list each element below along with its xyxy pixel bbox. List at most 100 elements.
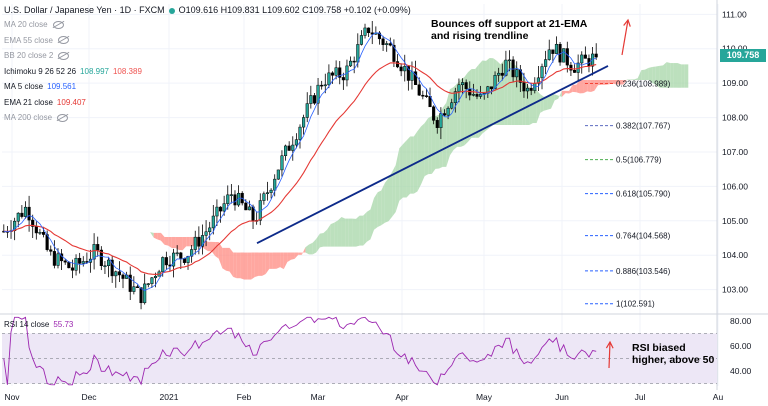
legend-ema-21-close[interactable]: EMA 21 close 109.407 (4, 98, 86, 107)
cloud-segment (240, 252, 245, 280)
candle-body (49, 249, 53, 252)
candle-body (215, 206, 219, 217)
candle-body (229, 194, 233, 196)
candle-body (302, 117, 306, 128)
cloud-segment (543, 96, 548, 111)
cloud-segment (309, 242, 313, 255)
legend-label: Ichimoku 9 26 52 26 (4, 66, 77, 76)
legend-ma-5-close[interactable]: MA 5 close 109.561 (4, 82, 76, 91)
candle-body (298, 126, 302, 140)
cloud-segment (153, 232, 158, 240)
cloud-segment (605, 80, 609, 85)
cloud-segment (493, 58, 497, 125)
legend-ichimoku-9-26-52-26[interactable]: Ichimoku 9 26 52 26 108.997 108.389 (4, 67, 142, 76)
cloud-segment (171, 236, 176, 249)
candle-body (226, 194, 230, 204)
cloud-segment (294, 252, 299, 259)
cloud-segment (619, 80, 624, 85)
time-tick-label: Jul (635, 392, 646, 402)
legend-ma-20-close[interactable]: MA 20 close (4, 20, 64, 29)
cloud-segment (316, 233, 320, 253)
candle-body (536, 77, 540, 84)
cloud-segment (312, 238, 317, 255)
candle-body (540, 66, 544, 79)
cloud-segment (323, 229, 328, 247)
cloud-segment (157, 232, 161, 241)
rsi-annotation-line2: higher, above 50 (632, 354, 715, 366)
candle-body (414, 71, 418, 85)
time-tick-label: Jun (555, 392, 569, 402)
candle-body (128, 274, 132, 292)
candle-body (370, 32, 374, 35)
candle-body (251, 206, 255, 222)
rsi-legend-label: RSI 14 close (4, 320, 50, 329)
candle-body (200, 235, 205, 247)
candle-body (41, 232, 46, 235)
legend-ema-55-close[interactable]: EMA 55 close (4, 36, 69, 45)
rsi-tick-label: 60.00 (730, 341, 752, 351)
legend-ma-200-close[interactable]: MA 200 close (4, 113, 69, 122)
candle-body (99, 249, 103, 267)
time-tick-label: Mar (311, 392, 326, 402)
eye-hidden-icon[interactable] (52, 20, 64, 29)
candle-body (146, 283, 150, 285)
candle-body (424, 95, 428, 97)
cloud-segment (363, 211, 367, 246)
trendline[interactable] (256, 65, 609, 244)
cloud-segment (319, 232, 324, 248)
axes: 103.00 104.00 105.00 106.00 107.00 108.00 109.… (4, 9, 751, 402)
cloud-segment (428, 116, 432, 175)
rsi-legend-value: 55.73 (53, 320, 74, 329)
candle-body (580, 54, 584, 64)
candle-body (457, 84, 461, 92)
cloud-segment (655, 65, 660, 88)
legend-value: 109.561 (47, 82, 77, 91)
candle-body (395, 61, 400, 68)
candle-body (500, 72, 504, 76)
eye-hidden-icon[interactable] (57, 113, 69, 122)
cloud-segment (532, 89, 537, 124)
candle-body (479, 94, 483, 97)
cloud-segment (265, 252, 270, 274)
eye-hidden-icon[interactable] (58, 51, 70, 60)
cloud-segment (244, 252, 248, 280)
cloud-segment (446, 89, 450, 167)
cloud-segment (99, 229, 104, 232)
legend-label: MA 5 close (4, 82, 44, 91)
cloud-segment (652, 66, 656, 86)
candle-body (338, 67, 342, 78)
price-tick-label: 109.00 (722, 78, 748, 88)
candle-body (31, 219, 35, 227)
candle-body (460, 82, 465, 86)
candle-body (265, 192, 270, 194)
candle-body (367, 27, 371, 34)
cloud-segment (272, 252, 277, 269)
cloud-segment (182, 236, 187, 251)
cloud-segment (514, 64, 519, 125)
time-tick-label: May (476, 392, 493, 402)
candle-body (233, 194, 237, 206)
candle-body (562, 48, 566, 63)
candle-body (594, 53, 598, 58)
candle-body (515, 69, 519, 78)
market-status-icon (168, 7, 175, 14)
candle-body (363, 27, 367, 36)
cloud-segment (457, 79, 461, 147)
candle-body (247, 206, 251, 211)
cloud-segment (225, 247, 230, 272)
eye-hidden-icon[interactable] (57, 36, 69, 45)
cloud-segment (594, 80, 598, 91)
cloud-segment (254, 252, 259, 278)
candle-body (410, 71, 414, 81)
cloud-segment (677, 63, 682, 88)
candle-body (280, 155, 284, 171)
candle-body (23, 206, 28, 217)
cloud-segment (681, 64, 685, 88)
legend-bb-20-close-2[interactable]: BB 20 close 2 (4, 51, 70, 60)
cloud-segment (142, 225, 147, 233)
cloud-segment (280, 252, 284, 270)
arrow-shaft (608, 341, 611, 369)
cloud-segment (431, 116, 436, 174)
rsi-tick-label: 40.00 (730, 366, 752, 376)
